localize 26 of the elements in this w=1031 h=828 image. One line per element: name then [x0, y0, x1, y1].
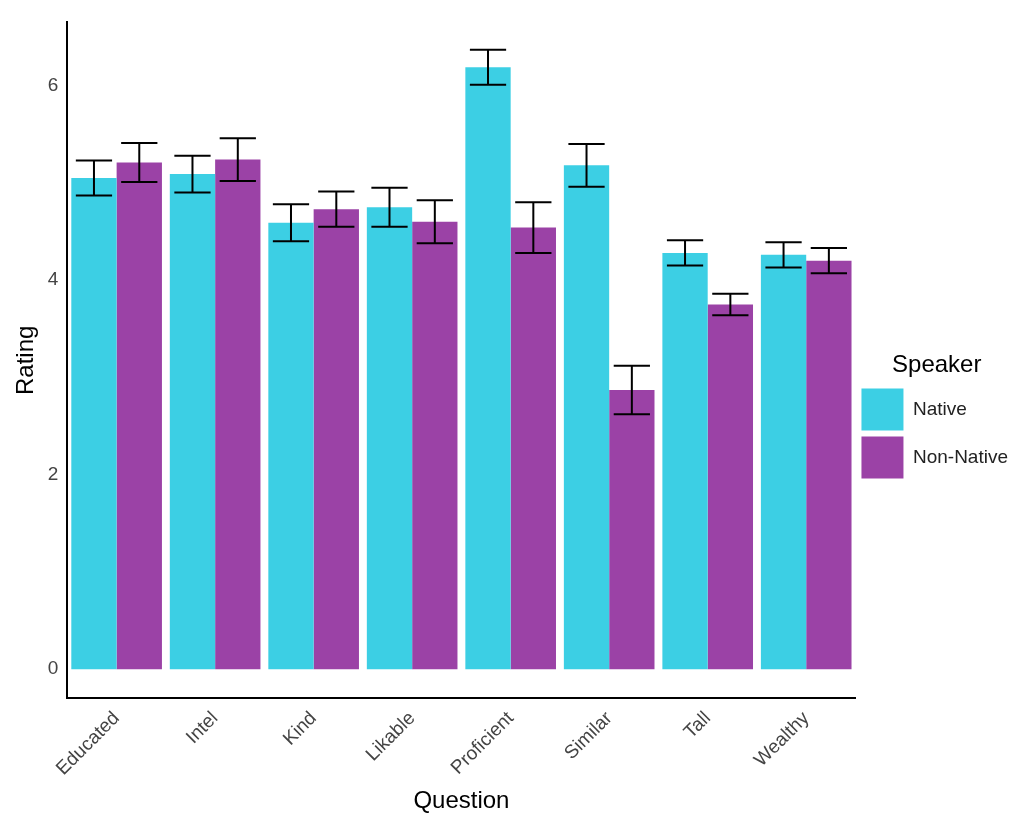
- bar: [412, 221, 458, 670]
- bar: [313, 209, 359, 670]
- bar: [662, 252, 708, 670]
- bar: [465, 67, 511, 670]
- bar: [510, 227, 556, 670]
- bar: [609, 390, 655, 670]
- y-tick-label: 6: [47, 73, 59, 95]
- legend-title: Speaker: [892, 350, 982, 378]
- bar: [366, 207, 413, 670]
- bar: [169, 174, 216, 670]
- legend-label: Non-Native: [912, 445, 1009, 467]
- bar: [215, 159, 261, 670]
- bar: [268, 222, 314, 670]
- legend-label: Native: [912, 397, 967, 419]
- bar: [707, 304, 754, 670]
- y-tick-label: 4: [47, 268, 59, 290]
- x-axis-title: Question: [413, 786, 510, 814]
- bar: [116, 162, 162, 670]
- bar: [71, 178, 117, 670]
- bar: [806, 260, 852, 670]
- y-tick-label: 2: [47, 462, 59, 484]
- y-tick-label: 0: [47, 657, 59, 679]
- y-axis-title: Rating: [11, 325, 39, 396]
- bar: [760, 254, 807, 670]
- x-tick-label: Tall: [679, 707, 715, 743]
- bar: [563, 165, 610, 670]
